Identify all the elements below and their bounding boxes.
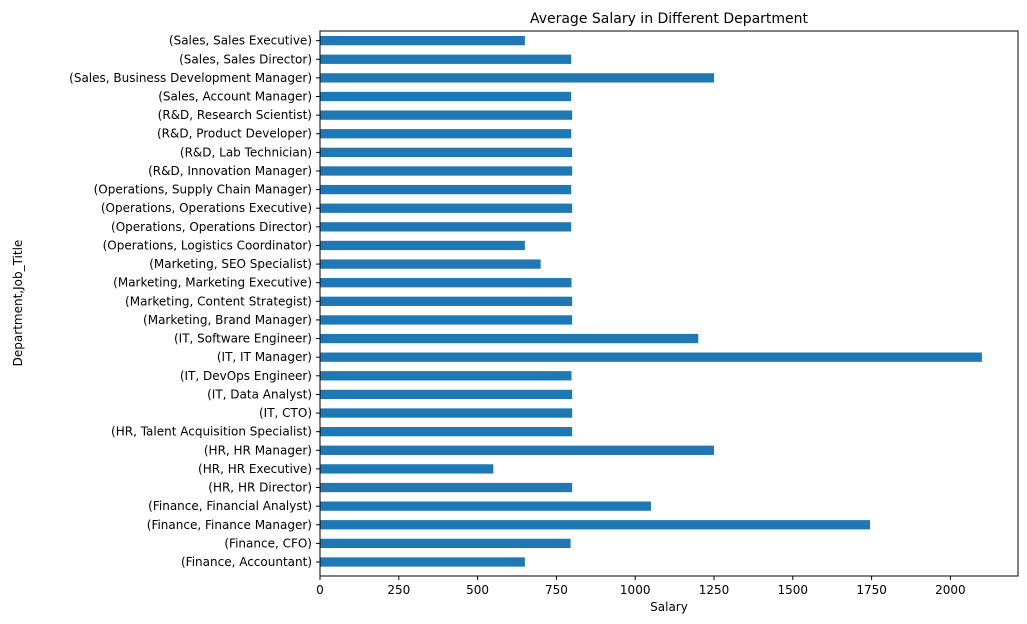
bar: [320, 371, 572, 381]
x-tick-label: 1000: [620, 583, 651, 597]
x-tick-label: 500: [466, 583, 489, 597]
x-axis-ticks: 0 250 500 750 1000 1250 1500 1750 2000: [316, 576, 966, 597]
y-tick-label: (R&D, Lab Technician): [180, 145, 312, 159]
bar: [320, 35, 525, 46]
bar: [320, 91, 572, 102]
x-tick-label: 250: [387, 583, 410, 597]
bar: [320, 501, 651, 511]
bar: [320, 333, 699, 344]
y-tick-label: (HR, Talent Acquisition Specialist): [111, 425, 312, 439]
chart-title: Average Salary in Different Department: [530, 11, 809, 27]
bar: [320, 538, 571, 549]
bar: [320, 278, 572, 288]
y-tick-label: (Marketing, Content Strategist): [125, 294, 312, 308]
bar: [320, 315, 573, 325]
bar: [320, 129, 572, 139]
bar: [320, 296, 573, 306]
y-tick-label: (Sales, Account Manager): [158, 90, 312, 104]
y-tick-label: (Operations, Supply Chain Manager): [94, 183, 312, 197]
y-tick-label: (HR, HR Director): [208, 481, 312, 495]
y-tick-label: (Sales, Business Development Manager): [69, 71, 312, 85]
bar: [320, 557, 525, 567]
bar: [320, 110, 573, 120]
x-tick-label: 1500: [778, 583, 809, 597]
bar: [320, 222, 572, 232]
y-tick-label: (Marketing, Marketing Executive): [113, 276, 312, 290]
y-tick-label: (HR, HR Executive): [198, 462, 312, 476]
y-axis-title: Department,Job_Title: [11, 240, 25, 367]
y-tick-label: (IT, IT Manager): [217, 350, 312, 364]
bar: [320, 259, 541, 269]
y-tick-label: (IT, DevOps Engineer): [180, 369, 312, 383]
y-tick-label: (HR, HR Manager): [204, 443, 312, 457]
x-tick-label: 2000: [935, 583, 966, 597]
bar: [320, 352, 982, 362]
bar: [320, 147, 573, 158]
y-tick-label: (R&D, Product Developer): [157, 127, 312, 141]
y-axis-ticks: (Finance, Accountant) (Finance, CFO) (Fina…: [69, 34, 320, 569]
y-tick-label: (Sales, Sales Director): [179, 52, 312, 66]
y-tick-label: (Operations, Operations Director): [111, 220, 312, 234]
y-tick-label: (Marketing, SEO Specialist): [149, 257, 312, 271]
x-tick-label: 1250: [699, 583, 730, 597]
y-tick-label: (Operations, Operations Executive): [101, 201, 312, 215]
y-tick-label: (Finance, Financial Analyst): [148, 499, 312, 513]
bar: [320, 464, 494, 474]
y-tick-label: (Finance, Finance Manager): [147, 518, 312, 532]
y-tick-label: (IT, CTO): [259, 406, 312, 420]
x-tick-label: 0: [316, 583, 324, 597]
y-tick-label: (Sales, Sales Executive): [169, 34, 312, 48]
bar: [320, 166, 573, 176]
x-axis-title: Salary: [650, 600, 688, 614]
x-tick-label: 1750: [856, 583, 887, 597]
y-tick-label: (IT, Data Analyst): [207, 387, 312, 401]
bar: [320, 73, 714, 83]
plot-frame: [319, 30, 1019, 577]
bar: [320, 184, 572, 195]
y-tick-label: (R&D, Innovation Manager): [148, 164, 312, 178]
bar: [320, 240, 525, 251]
x-tick-label: 750: [545, 583, 568, 597]
bar: [320, 445, 714, 455]
bar: [320, 408, 573, 418]
bar: [320, 389, 573, 400]
y-tick-label: (Operations, Logistics Coordinator): [103, 238, 312, 252]
bar: [320, 427, 573, 437]
bar: [320, 482, 573, 493]
bar: [320, 203, 573, 213]
y-tick-label: (Finance, CFO): [224, 536, 312, 550]
y-tick-label: (IT, Software Engineer): [174, 332, 312, 346]
y-tick-label: (Marketing, Brand Manager): [143, 313, 312, 327]
y-tick-label: (Finance, Accountant): [181, 555, 312, 569]
bars-group: [320, 35, 982, 567]
bar: [320, 54, 572, 64]
bar: [320, 520, 871, 530]
y-tick-label: (R&D, Research Scientist): [158, 108, 312, 122]
